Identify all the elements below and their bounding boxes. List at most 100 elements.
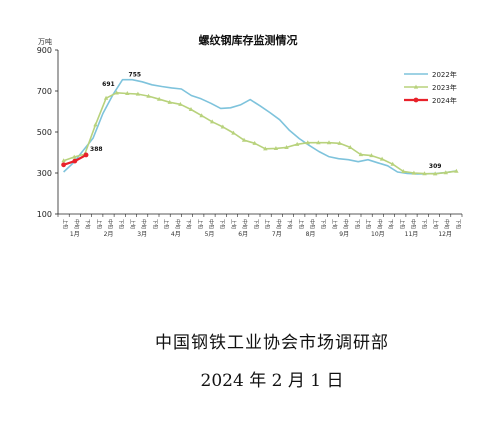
y-tick-label: 100 <box>37 210 52 219</box>
x-tick-label: 下旬 <box>252 219 259 229</box>
chart-legend: 2022年 2023年 2024年 <box>404 70 457 105</box>
x-month-label: 12月 <box>438 231 452 238</box>
x-tick-label: 中旬 <box>275 219 282 229</box>
x-tick-label: 上旬 <box>398 219 405 229</box>
x-tick-label: 中旬 <box>376 219 383 229</box>
series-point-2023年 <box>401 168 406 173</box>
series-point-2023年 <box>411 170 417 175</box>
series-point-2023年 <box>284 144 289 149</box>
x-tick-label: 中旬 <box>140 219 147 229</box>
series-point-2023年 <box>294 141 300 146</box>
x-tick-label: 上旬 <box>230 219 237 229</box>
x-month-label: 6月 <box>238 231 248 238</box>
series-point-2023年 <box>305 140 310 145</box>
x-tick-label: 中旬 <box>443 219 450 229</box>
series-point-2023年 <box>178 101 183 106</box>
series-point-2023年 <box>358 152 364 157</box>
y-tick-label: 900 <box>37 46 52 55</box>
data-label: 755 <box>129 72 142 79</box>
data-label: 691 <box>102 81 115 88</box>
y-tick-label: 700 <box>37 87 52 96</box>
series-point-2024年 <box>72 158 78 164</box>
legend-marker <box>413 84 419 89</box>
series-point-2023年 <box>432 171 438 176</box>
x-tick-label: 上旬 <box>331 219 338 229</box>
series-point-2023年 <box>72 154 77 159</box>
y-axis-unit-label: 万吨 <box>38 37 52 46</box>
x-tick-label: 下旬 <box>185 219 192 229</box>
series-point-2023年 <box>316 140 321 145</box>
x-tick-label: 中旬 <box>208 219 215 229</box>
x-tick-label: 中旬 <box>174 219 181 229</box>
series-line-2023年 <box>63 92 457 175</box>
x-tick-label: 中旬 <box>342 219 349 229</box>
series-point-2023年 <box>263 146 268 151</box>
x-tick-label: 上旬 <box>196 219 203 229</box>
series-point-2023年 <box>156 96 162 101</box>
data-labels: 755 691 388 309 <box>90 72 441 170</box>
series-point-2023年 <box>199 113 204 118</box>
series-lines <box>61 78 459 176</box>
x-tick-label: 上旬 <box>163 219 170 229</box>
series-point-2023年 <box>167 99 172 104</box>
x-tick-label: 上旬 <box>365 219 372 229</box>
series-point-2023年 <box>326 140 332 145</box>
chart-title: 螺纹钢库存监测情况 <box>199 33 298 47</box>
x-tick-label: 下旬 <box>421 219 428 229</box>
x-month-label: 4月 <box>171 231 181 238</box>
series-point-2024年 <box>61 162 67 168</box>
legend-label: 2022年 <box>432 70 457 79</box>
x-tick-label: 下旬 <box>118 219 125 229</box>
x-tick-label: 下旬 <box>151 219 158 229</box>
x-tick-label: 中旬 <box>309 219 316 229</box>
x-tick-label: 上旬 <box>129 219 136 229</box>
legend-label: 2024年 <box>432 96 457 105</box>
x-month-label: 9月 <box>339 231 349 238</box>
inventory-line-chart: 螺纹钢库存监测情况 万吨 100300500700900 上旬 中旬 下旬 上旬 中旬下… <box>37 33 463 238</box>
series-point-2023年 <box>379 156 385 161</box>
series-point-2023年 <box>390 161 395 166</box>
x-tick-label: 上旬 <box>62 219 69 229</box>
series-point-2024年 <box>83 152 89 158</box>
x-tick-label: 下旬 <box>219 219 226 229</box>
x-month-label: 11月 <box>405 231 419 238</box>
x-tick-label: 中旬 <box>410 219 417 229</box>
series-line-2022年 <box>63 78 457 175</box>
chart-axes <box>57 50 462 215</box>
x-tick-label: 下旬 <box>353 219 360 229</box>
x-tick-label: 上旬 <box>432 219 439 229</box>
series-point-2023年 <box>135 91 141 96</box>
series-point-2023年 <box>220 124 226 129</box>
series-point-2023年 <box>188 107 194 112</box>
y-tick-label: 300 <box>37 169 52 178</box>
legend-marker <box>413 97 419 103</box>
series-point-2023年 <box>273 146 279 150</box>
x-tick-label: 下旬 <box>387 219 394 229</box>
x-tick-label: 中旬 <box>73 219 80 229</box>
series-point-2023年 <box>103 95 109 100</box>
x-tick-label: 中旬 <box>241 219 248 229</box>
series-point-2023年 <box>210 119 215 124</box>
series-point-2023年 <box>114 90 119 95</box>
series-point-2023年 <box>125 91 130 96</box>
x-tick-label: 下旬 <box>320 219 327 229</box>
series-point-2023年 <box>252 140 257 145</box>
series-point-2023年 <box>146 93 151 98</box>
series-point-2023年 <box>454 168 459 173</box>
x-tick-label: 上旬 <box>297 219 304 229</box>
x-month-label: 8月 <box>306 231 316 238</box>
x-month-label: 10月 <box>371 231 385 238</box>
x-month-label: 2月 <box>104 231 114 238</box>
x-tick-label: 下旬 <box>286 219 293 229</box>
x-month-label: 1月 <box>70 231 80 238</box>
x-month-label: 7月 <box>272 231 282 238</box>
series-point-2023年 <box>93 122 98 127</box>
data-label: 388 <box>90 146 103 153</box>
x-tick-label: 下旬 <box>84 219 91 229</box>
series-point-2023年 <box>337 140 342 145</box>
x-tick-label: 上旬 <box>264 219 271 229</box>
series-point-2023年 <box>422 171 427 176</box>
x-tick-label: 中旬 <box>107 219 114 229</box>
series-point-2023年 <box>348 144 353 149</box>
y-axis-ticks: 100 300 500 700 900 <box>37 46 58 219</box>
